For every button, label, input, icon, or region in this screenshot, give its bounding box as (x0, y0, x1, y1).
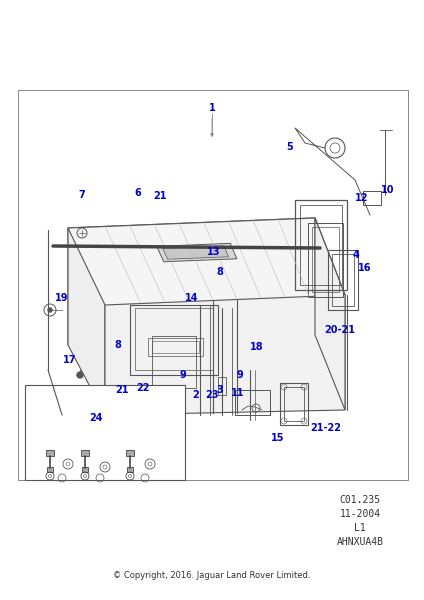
Text: 16: 16 (358, 263, 372, 273)
Text: 17: 17 (63, 355, 77, 365)
Bar (47, 467, 53, 472)
Text: 2: 2 (192, 390, 199, 400)
Text: 21: 21 (153, 191, 167, 201)
Text: 8: 8 (114, 340, 121, 350)
Text: 24: 24 (89, 413, 103, 423)
Bar (235, 390, 270, 415)
Text: 1: 1 (209, 103, 215, 113)
Bar (295, 200, 347, 290)
Text: 11: 11 (231, 388, 245, 398)
Text: 14: 14 (185, 293, 199, 303)
Polygon shape (163, 246, 229, 259)
Text: 8: 8 (217, 267, 223, 277)
Text: 23: 23 (205, 390, 219, 400)
Bar (300, 205, 342, 285)
Polygon shape (315, 218, 345, 410)
Bar (25, 385, 185, 480)
Bar (332, 254, 354, 306)
Text: 13: 13 (207, 247, 221, 257)
Bar (148, 338, 203, 356)
Text: 6: 6 (135, 188, 141, 198)
Bar (18, 90, 408, 480)
Text: AHNXUA4B: AHNXUA4B (337, 537, 383, 547)
Circle shape (77, 372, 83, 378)
Polygon shape (68, 218, 315, 345)
Text: © Copyright, 2016. Jaguar Land Rover Limited.: © Copyright, 2016. Jaguar Land Rover Lim… (113, 571, 311, 580)
Text: 21: 21 (115, 385, 129, 395)
Text: 11-2004: 11-2004 (340, 509, 381, 519)
Text: 21-22: 21-22 (310, 423, 341, 433)
Bar (328, 250, 358, 310)
Bar (152, 341, 199, 353)
Bar (135, 308, 213, 370)
Text: 22: 22 (136, 383, 150, 393)
Text: 4: 4 (353, 250, 360, 260)
Bar (126, 450, 134, 456)
Text: 18: 18 (250, 342, 264, 352)
Text: 5: 5 (287, 142, 293, 152)
Polygon shape (68, 218, 345, 305)
Text: C01.235: C01.235 (340, 495, 381, 505)
Bar (130, 305, 218, 375)
Text: 20-21: 20-21 (324, 325, 355, 335)
Text: 3: 3 (217, 385, 223, 395)
Bar (46, 450, 54, 456)
Bar (81, 450, 89, 456)
Polygon shape (68, 228, 105, 415)
Text: 9: 9 (180, 370, 187, 380)
Text: 10: 10 (381, 185, 395, 195)
Polygon shape (76, 222, 337, 301)
Bar (312, 227, 339, 292)
Polygon shape (157, 244, 237, 262)
Bar (308, 223, 343, 297)
Bar (363, 191, 381, 205)
Text: 9: 9 (237, 370, 243, 380)
Text: 19: 19 (55, 293, 69, 303)
Bar (82, 467, 88, 472)
Bar (218, 377, 226, 395)
Bar (127, 467, 133, 472)
Text: 7: 7 (78, 190, 85, 200)
Circle shape (48, 308, 52, 312)
Text: 15: 15 (271, 433, 285, 443)
Bar (152, 336, 196, 388)
Bar (280, 383, 308, 425)
Bar (284, 387, 304, 421)
Polygon shape (105, 295, 345, 415)
Text: 12: 12 (355, 193, 369, 203)
Text: L1: L1 (354, 523, 366, 533)
